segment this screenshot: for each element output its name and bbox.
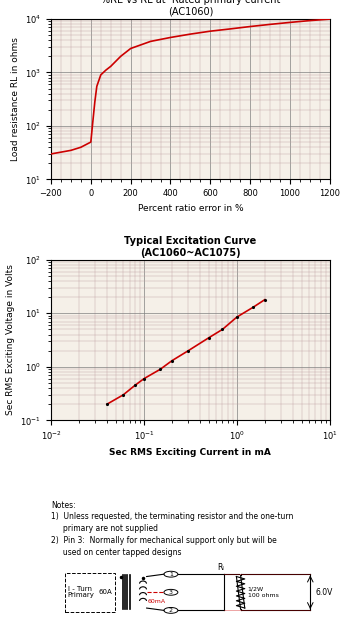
Text: 2: 2 — [169, 608, 173, 613]
Y-axis label: Sec RMS Exciting Voltage in Volts: Sec RMS Exciting Voltage in Volts — [6, 265, 15, 415]
Title: Typical Excitation Curve
(AC1060~AC1075): Typical Excitation Curve (AC1060~AC1075) — [124, 236, 256, 258]
Title: %RE vs RL at  Rated primary current
(AC1060): %RE vs RL at Rated primary current (AC10… — [101, 0, 280, 17]
X-axis label: Sec RMS Exciting Current in mA: Sec RMS Exciting Current in mA — [109, 448, 271, 457]
Text: 3: 3 — [169, 590, 173, 595]
Text: 60A: 60A — [99, 589, 112, 595]
Text: 6.0V: 6.0V — [316, 588, 333, 597]
Text: I - Turn: I - Turn — [68, 586, 92, 592]
Y-axis label: Load resistance RL in ohms: Load resistance RL in ohms — [11, 37, 20, 161]
Text: 1/2W: 1/2W — [248, 587, 264, 592]
Text: Notes:
1)  Unless requested, the terminating resistor and the one-turn
     prim: Notes: 1) Unless requested, the terminat… — [51, 501, 293, 557]
X-axis label: Percent ratio error in %: Percent ratio error in % — [138, 203, 243, 213]
Text: 1: 1 — [169, 571, 173, 576]
Text: Primary: Primary — [68, 592, 95, 598]
Text: 60mA: 60mA — [147, 599, 165, 604]
Text: Rₗ: Rₗ — [218, 563, 224, 572]
Text: 100 ohms: 100 ohms — [248, 593, 278, 598]
